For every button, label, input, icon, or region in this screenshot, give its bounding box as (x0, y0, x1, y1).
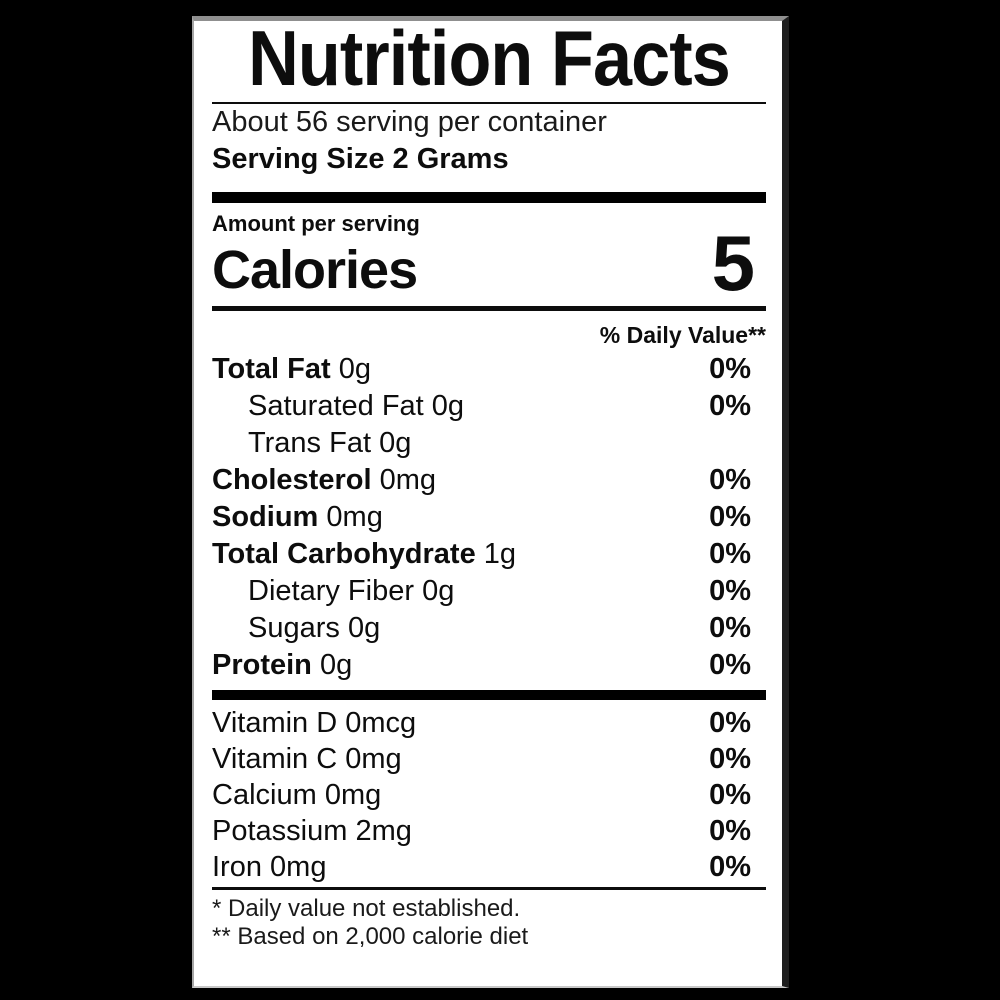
nutrient-dv: 0% (709, 707, 751, 739)
row-trans-fat: Trans Fat 0g (212, 425, 766, 462)
nutrient-amount: 0mg (326, 501, 383, 533)
spacer (317, 777, 325, 813)
nutrient-name: Vitamin D (212, 707, 338, 739)
spacer (414, 573, 422, 610)
nutrient-name: Saturated Fat (248, 390, 424, 422)
daily-value-header: % Daily Value** (599, 322, 766, 348)
nutrient-dv: 0% (709, 779, 751, 811)
calories-label: Calories (212, 240, 418, 300)
nutrient-amount: 0g (338, 353, 372, 385)
row-iron: Iron 0mg 0% (212, 849, 766, 885)
nutrient-amount: 0g (431, 390, 465, 422)
row-calcium: Calcium 0mg 0% (212, 777, 766, 813)
spacer (312, 647, 320, 684)
spacer (262, 849, 270, 885)
spacer (331, 351, 339, 388)
nutrient-name: Trans Fat (248, 427, 372, 459)
nutrient-rows: Total Fat 0g 0% Saturated Fat 0g 0% Tran… (212, 351, 766, 684)
footnote-daily-value: * Daily value not established. (212, 895, 521, 922)
spacer (371, 425, 379, 462)
nutrient-dv: 0% (709, 464, 751, 496)
separator-thick-1 (212, 192, 766, 203)
spacer (476, 536, 484, 573)
spacer (318, 499, 326, 536)
label-title: Nutrition Facts (248, 14, 731, 102)
row-sodium: Sodium 0mg 0% (212, 499, 766, 536)
nutrient-name: Iron (212, 851, 262, 883)
nutrient-amount: 0g (422, 575, 455, 607)
spacer (424, 388, 432, 425)
row-vitamin-d: Vitamin D 0mcg 0% (212, 705, 766, 741)
separator-medium (212, 306, 766, 311)
nutrient-dv: 0% (709, 743, 751, 775)
row-potassium: Potassium 2mg 0% (212, 813, 766, 849)
nutrient-dv (751, 425, 766, 462)
nutrient-amount: 0g (347, 612, 381, 644)
nutrient-name: Protein (212, 649, 312, 681)
row-protein: Protein 0g 0% (212, 647, 766, 684)
micronutrient-rows: Vitamin D 0mcg 0% Vitamin C 0mg 0% Calci… (212, 705, 766, 885)
serving-size: Serving Size 2 Grams (212, 143, 509, 175)
nutrient-dv: 0% (709, 851, 751, 883)
row-total-fat: Total Fat 0g 0% (212, 351, 766, 388)
row-dietary-fiber: Dietary Fiber 0g 0% (212, 573, 766, 610)
nutrient-dv: 0% (709, 575, 751, 607)
spacer (347, 813, 355, 849)
nutrient-amount: 0mg (379, 464, 437, 496)
nutrient-amount: 0mg (324, 779, 382, 811)
nutrient-name: Cholesterol (212, 464, 372, 496)
nutrient-dv: 0% (709, 815, 751, 847)
row-saturated-fat: Saturated Fat 0g 0% (212, 388, 766, 425)
nutrient-name: Total Fat (212, 353, 331, 385)
nutrient-dv: 0% (709, 649, 751, 681)
spacer (340, 610, 348, 647)
footnotes: * Daily value not established. ** Based … (212, 895, 766, 951)
separator-thick-2 (212, 690, 766, 700)
nutrient-name: Sugars (248, 612, 340, 644)
nutrient-amount: 0g (379, 427, 412, 459)
nutrient-amount: 0mg (270, 851, 327, 883)
nutrient-dv: 0% (709, 538, 751, 570)
nutrient-dv: 0% (709, 390, 751, 422)
nutrient-amount: 0g (319, 649, 353, 681)
nutrient-name: Total Carbohydrate (212, 538, 476, 570)
row-vitamin-c: Vitamin C 0mg 0% (212, 741, 766, 777)
calories-row: Calories 5 (212, 224, 766, 303)
amount-per-serving-label: Amount per serving (212, 211, 420, 236)
nutrient-amount: 0mcg (345, 707, 417, 739)
row-sugars: Sugars 0g 0% (212, 610, 766, 647)
spacer (337, 705, 345, 741)
nutrient-amount: 1g (483, 538, 517, 570)
row-total-carbohydrate: Total Carbohydrate 1g 0% (212, 536, 766, 573)
nutrient-amount: 0mg (345, 743, 402, 775)
nutrient-dv: 0% (709, 612, 751, 644)
nutrient-name: Vitamin C (212, 743, 338, 775)
nutrient-name: Dietary Fiber (248, 575, 414, 607)
nutrient-name: Potassium (212, 815, 348, 847)
nutrient-dv: 0% (709, 501, 751, 533)
nutrient-dv: 0% (709, 353, 751, 385)
separator-thin-bottom (212, 887, 766, 890)
nutrient-amount: 2mg (355, 815, 412, 847)
nutrient-name: Calcium (212, 779, 317, 811)
spacer (372, 462, 380, 499)
nutrition-facts-label: Nutrition Facts About 56 serving per con… (192, 16, 789, 988)
footnote-calorie-diet: ** Based on 2,000 calorie diet (212, 923, 529, 950)
row-cholesterol: Cholesterol 0mg 0% (212, 462, 766, 499)
spacer (337, 741, 345, 777)
separator-thin-top (212, 102, 766, 104)
nutrient-name: Sodium (212, 501, 319, 533)
servings-per-container: About 56 serving per container (212, 106, 607, 138)
calories-value: 5 (711, 219, 755, 307)
